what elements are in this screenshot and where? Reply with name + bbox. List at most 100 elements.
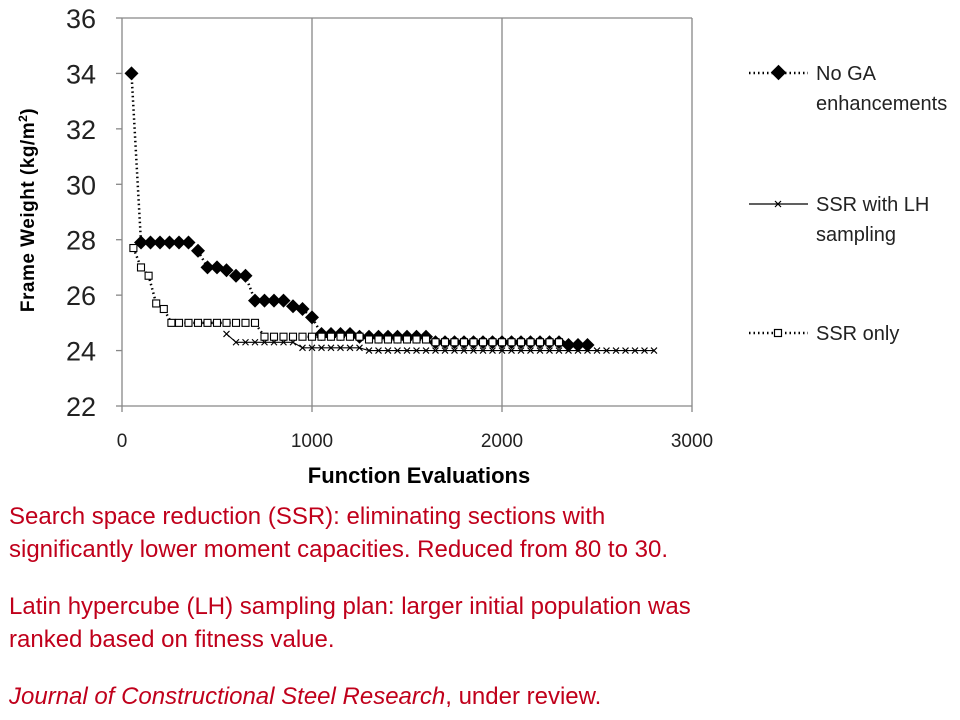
data-point bbox=[574, 347, 582, 354]
data-point bbox=[129, 243, 138, 253]
data-point bbox=[298, 332, 307, 341]
data-point bbox=[459, 338, 469, 347]
data-point bbox=[641, 347, 648, 354]
y-tick-label: 26 bbox=[66, 281, 96, 311]
data-point bbox=[159, 304, 168, 314]
data-point bbox=[152, 299, 161, 308]
data-point bbox=[276, 293, 291, 308]
data-point bbox=[248, 293, 262, 308]
data-point bbox=[631, 347, 639, 354]
legend-label-ssr-only: SSR only bbox=[816, 323, 899, 345]
data-point bbox=[507, 338, 516, 347]
data-point bbox=[184, 318, 193, 327]
data-point bbox=[305, 310, 319, 325]
data-point bbox=[584, 347, 591, 354]
y-tick-label: 24 bbox=[66, 337, 96, 367]
data-point bbox=[431, 338, 440, 347]
data-point bbox=[545, 338, 554, 347]
y-axis-title-sup: 2 bbox=[16, 115, 30, 122]
caption-ssr-line-2: significantly lower moment capacities. R… bbox=[9, 536, 668, 563]
data-point bbox=[422, 347, 430, 354]
data-point bbox=[498, 347, 506, 354]
data-point bbox=[136, 263, 146, 272]
legend-item-no-ga: No GA enhancements bbox=[749, 63, 947, 115]
data-point bbox=[383, 335, 393, 344]
y-tick-label: 30 bbox=[66, 170, 96, 200]
caption-journal-name: Journal of Constructional Steel Research bbox=[9, 683, 446, 710]
data-point bbox=[394, 347, 401, 354]
x-tick-label: 0 bbox=[117, 431, 128, 452]
data-point bbox=[279, 332, 288, 341]
data-point bbox=[612, 347, 620, 354]
data-point bbox=[191, 243, 205, 258]
data-point bbox=[365, 347, 373, 354]
data-point bbox=[561, 338, 576, 353]
data-point bbox=[508, 347, 515, 354]
chart: 22 24 26 28 30 32 34 36 0 1000 2000 3000 Function … bbox=[16, 4, 947, 488]
data-point bbox=[565, 347, 572, 354]
data-point bbox=[469, 338, 478, 347]
caption-journal: Journal of Constructional Steel Research… bbox=[9, 680, 954, 713]
chart-grid bbox=[121, 17, 693, 407]
y-tick-label: 32 bbox=[66, 115, 96, 145]
y-axis-title-main: Frame Weight (kg/m bbox=[18, 122, 39, 312]
y-tick-label: 36 bbox=[66, 4, 96, 34]
data-point bbox=[222, 318, 231, 327]
data-point bbox=[489, 347, 496, 354]
data-point bbox=[317, 332, 326, 341]
chart-series bbox=[124, 66, 658, 354]
data-point bbox=[412, 335, 421, 344]
data-point bbox=[603, 347, 610, 354]
x-tick-label: 1000 bbox=[291, 431, 333, 452]
data-point bbox=[650, 347, 658, 354]
data-point bbox=[242, 338, 249, 346]
data-point bbox=[251, 338, 259, 346]
y-axis-ticks: 22 24 26 28 30 32 34 36 bbox=[66, 4, 122, 422]
data-point bbox=[143, 235, 158, 250]
data-point bbox=[212, 318, 222, 327]
x-axis-ticks: 0 1000 2000 3000 bbox=[117, 406, 713, 452]
data-point bbox=[460, 347, 468, 354]
data-point bbox=[478, 338, 488, 347]
legend-label-ssr-lh-2: sampling bbox=[816, 224, 896, 246]
data-point bbox=[356, 344, 363, 352]
data-point bbox=[488, 338, 497, 347]
data-point bbox=[267, 293, 281, 308]
data-point bbox=[536, 347, 544, 354]
data-point bbox=[516, 338, 526, 347]
data-point bbox=[622, 347, 629, 354]
legend-marker-diamond-icon bbox=[770, 64, 787, 81]
legend-label-no-ga-2: enhancements bbox=[816, 93, 947, 115]
data-point bbox=[402, 335, 412, 344]
data-point bbox=[421, 335, 431, 344]
data-point bbox=[295, 302, 310, 316]
y-tick-label: 22 bbox=[66, 392, 96, 422]
data-point bbox=[555, 347, 563, 354]
data-point bbox=[134, 235, 148, 250]
data-point bbox=[593, 347, 601, 354]
data-point bbox=[144, 271, 153, 280]
legend-marker-square-icon bbox=[773, 328, 783, 338]
data-point bbox=[526, 338, 535, 347]
data-point bbox=[346, 344, 354, 352]
series-1 bbox=[223, 330, 658, 354]
caption-lh: Latin hypercube (LH) sampling plan: larg… bbox=[9, 590, 954, 656]
data-point bbox=[327, 344, 335, 352]
data-point bbox=[308, 344, 316, 352]
data-point bbox=[162, 235, 177, 250]
data-point bbox=[167, 318, 176, 327]
data-point bbox=[432, 347, 439, 354]
data-point bbox=[375, 347, 382, 354]
series-0 bbox=[124, 66, 595, 353]
data-point bbox=[384, 347, 392, 354]
data-point bbox=[193, 318, 203, 327]
data-point bbox=[479, 347, 487, 354]
data-point bbox=[200, 260, 215, 275]
data-point bbox=[451, 347, 458, 354]
x-tick-label: 2000 bbox=[481, 431, 523, 452]
data-point bbox=[172, 235, 186, 250]
data-point bbox=[307, 332, 317, 341]
data-point bbox=[580, 338, 595, 353]
caption-lh-line-1: Latin hypercube (LH) sampling plan: larg… bbox=[9, 593, 691, 620]
data-point bbox=[517, 347, 525, 354]
